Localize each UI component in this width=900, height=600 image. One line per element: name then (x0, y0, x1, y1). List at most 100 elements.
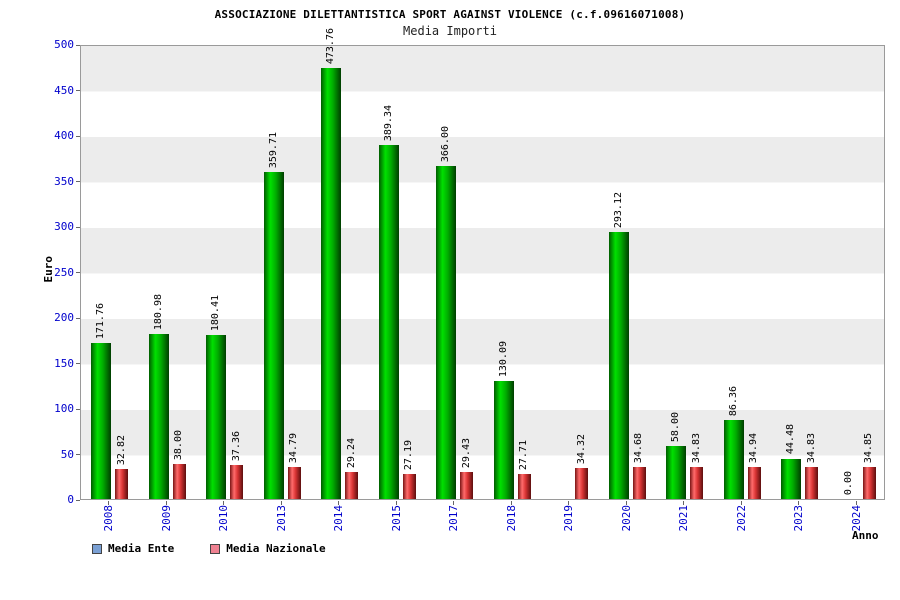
value-label-media-ente-2013: 359.71 (267, 131, 279, 168)
value-label-media-nazionale-2013: 34.79 (288, 433, 300, 464)
y-tick-label: 350 (54, 174, 74, 188)
legend-label-media-ente: Media Ente (108, 542, 175, 555)
y-tick-label: 200 (54, 311, 74, 324)
value-label-media-ente-2017: 366.00 (440, 125, 452, 162)
x-tick-mark (510, 501, 512, 505)
value-label-media-nazionale-2022: 34.94 (748, 433, 760, 464)
y-tick-mark (76, 317, 80, 319)
y-tick-mark (76, 454, 80, 455)
bar-media-nazionale-2015 (402, 474, 416, 499)
value-label-media-nazionale-2008: 32.82 (115, 435, 127, 466)
value-label-media-ente-2024: 0.00 (842, 470, 854, 495)
x-tick-mark (683, 501, 685, 505)
x-tick-label: 2020 (619, 505, 633, 532)
y-tick-label: 500 (54, 38, 74, 51)
y-tick-mark (76, 181, 80, 182)
bar-media-ente-2010 (206, 334, 227, 499)
bar-media-nazionale-2010 (230, 465, 244, 499)
bar-media-nazionale-2020 (632, 467, 646, 499)
y-tick-label: 250 (54, 265, 74, 279)
value-label-media-nazionale-2015: 27.19 (403, 440, 415, 471)
y-tick-label: 0 (67, 493, 74, 506)
x-tick-mark (108, 501, 110, 505)
bar-media-nazionale-2013 (287, 467, 301, 499)
y-tick-label: 50 (60, 447, 74, 461)
y-tick-mark (76, 90, 80, 91)
bar-media-ente-2015 (378, 144, 399, 499)
value-label-media-nazionale-2024: 34.85 (863, 433, 875, 464)
legend-swatch-media-nazionale (210, 543, 221, 554)
y-tick-label: 400 (54, 129, 74, 142)
value-label-media-ente-2020: 293.12 (612, 192, 624, 229)
bar-media-nazionale-2019 (575, 467, 589, 499)
value-label-media-nazionale-2014: 29.24 (345, 438, 357, 469)
plot-area: 171.76 180.98 180.41 359.71 473.76 389.34 366.… (80, 28, 885, 500)
chart-title: ASSOCIAZIONE DILETTANTISTICA SPORT AGAIN… (214, 8, 686, 21)
value-label-media-ente-2015: 389.34 (382, 104, 394, 141)
value-label-media-ente-2023: 44.48 (785, 424, 797, 455)
bar-media-ente-2020 (608, 232, 629, 499)
y-tick-label: 450 (54, 83, 74, 97)
value-label-media-ente-2018: 130.09 (497, 340, 509, 377)
bar-media-nazionale-2023 (805, 467, 819, 499)
y-tick-mark (76, 408, 80, 410)
bar-media-nazionale-2024 (862, 467, 876, 499)
x-axis-title: Anno (852, 529, 879, 542)
value-label-media-nazionale-2021: 34.83 (690, 433, 702, 464)
x-tick-label: 2019 (562, 505, 576, 532)
y-tick-mark (76, 272, 80, 273)
value-label-media-nazionale-2018: 27.71 (518, 439, 530, 470)
x-tick-label: 2014 (332, 505, 346, 532)
value-label-media-ente-2014: 473.76 (325, 27, 337, 64)
chart-subtitle: Media Importi (403, 24, 497, 38)
x-tick-label: 2022 (734, 505, 748, 532)
x-tick-mark (568, 501, 570, 505)
value-label-media-ente-2022: 86.36 (727, 386, 739, 417)
x-tick-label: 2023 (792, 505, 806, 532)
y-tick-label: 150 (54, 356, 74, 370)
bar-media-ente-2013 (263, 171, 284, 499)
y-tick-label: 100 (54, 402, 74, 415)
bar-media-nazionale-2008 (115, 469, 129, 499)
x-tick-mark (625, 501, 627, 505)
bar-media-nazionale-2009 (172, 464, 186, 499)
x-tick-label: 2018 (504, 505, 518, 532)
bar-media-ente-2017 (436, 165, 457, 499)
bar-media-ente-2023 (781, 458, 802, 499)
x-tick-mark (223, 501, 225, 505)
bar-media-ente-2018 (493, 380, 514, 499)
bar-media-ente-2022 (723, 420, 744, 499)
y-tick-mark (76, 135, 80, 137)
bar-media-nazionale-2022 (747, 467, 761, 499)
bar-media-ente-2009 (148, 334, 169, 499)
bar-media-nazionale-2021 (690, 467, 704, 499)
value-label-media-nazionale-2020: 34.68 (633, 433, 645, 464)
value-label-media-ente-2008: 171.76 (95, 302, 107, 339)
x-tick-mark (338, 501, 340, 505)
x-tick-mark (165, 501, 167, 505)
x-tick-label: 2009 (159, 505, 173, 532)
x-tick-mark (453, 501, 455, 505)
y-tick-mark (76, 363, 80, 364)
y-tick-label: 300 (54, 220, 74, 233)
value-label-media-nazionale-2017: 29.43 (460, 438, 472, 469)
legend: Media Ente Media Nazionale (92, 542, 326, 555)
y-tick-mark (76, 44, 80, 46)
x-tick-label: 2013 (274, 505, 288, 532)
y-tick-mark (76, 499, 80, 501)
bar-media-nazionale-2014 (345, 472, 359, 499)
x-tick-label: 2015 (389, 505, 403, 532)
value-label-media-nazionale-2019: 34.32 (575, 433, 587, 464)
bar-media-nazionale-2017 (460, 472, 474, 499)
x-tick-label: 2010 (217, 505, 231, 532)
x-tick-label: 2021 (677, 505, 691, 532)
legend-item-media-nazionale: Media Nazionale (210, 542, 326, 555)
x-tick-mark (395, 501, 397, 505)
value-label-media-nazionale-2010: 37.36 (230, 430, 242, 462)
value-label-media-nazionale-2009: 38.00 (173, 430, 185, 461)
value-label-media-nazionale-2023: 34.83 (805, 433, 817, 464)
bar-media-ente-2008 (91, 342, 112, 499)
value-label-media-ente-2009: 180.98 (152, 294, 164, 331)
bar-media-ente-2021 (666, 446, 687, 499)
